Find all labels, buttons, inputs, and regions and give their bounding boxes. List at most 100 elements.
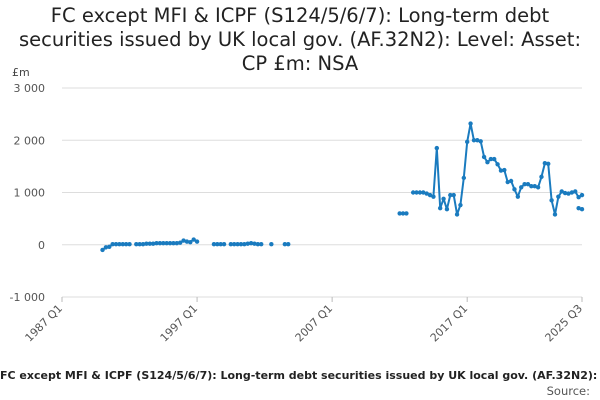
data-point [464,139,470,145]
data-point [495,162,500,167]
data-point [238,242,244,247]
data-point [546,161,551,166]
y-tick-label-1: 2 000 [14,134,46,147]
data-point [100,247,105,253]
data-point [215,242,220,247]
data-point [137,242,142,247]
data-point [424,191,429,196]
data-point [269,242,274,247]
y-tick-label-3: 0 [38,239,45,252]
data-point [525,181,531,187]
chart-title-line-3: CP £m: NSA [241,52,359,75]
data-point [502,167,507,173]
data-point [245,241,250,246]
data-point [127,242,132,247]
data-point [579,192,585,198]
data-point [255,242,261,247]
data-point [505,179,510,185]
data-point [228,242,234,247]
data-point [235,242,240,247]
data-point [559,189,564,194]
data-point [475,138,480,143]
data-point [232,242,237,247]
data-point [154,240,159,246]
data-point [492,156,497,162]
data-point [566,191,571,196]
data-point [579,207,585,212]
data-point [410,190,416,195]
data-point [478,139,483,144]
data-point [562,190,568,196]
data-point [147,241,152,246]
data-point [535,185,541,190]
data-point [134,242,139,247]
source-label: Source: [546,384,590,398]
data-point [417,190,423,195]
data-point [512,187,517,192]
y-tick-label-2: 1 000 [14,187,46,200]
data-point [522,181,527,187]
data-point [569,190,575,195]
data-point [437,205,443,211]
data-point [171,240,176,246]
y-axis-unit-label: £m [12,66,30,79]
data-point [576,195,581,200]
data-point [194,239,200,244]
data-point [286,242,291,247]
data-point [549,198,554,203]
data-point [434,145,440,151]
data-point [468,121,473,126]
data-point [508,178,514,184]
data-point [498,168,504,173]
data-point [259,242,264,247]
data-point [221,242,227,247]
data-point [471,138,477,143]
data-point [400,211,406,216]
chart-legend: FC except MFI & ICPF (S124/5/6/7): Long-… [0,369,600,382]
data-point [184,239,190,244]
data-point [515,194,521,199]
data-point [397,211,402,216]
data-point [248,240,254,246]
data-point [444,207,450,212]
data-point [211,242,217,247]
data-point [532,184,537,189]
data-point [144,241,149,246]
data-point [461,175,467,181]
data-point [150,241,156,246]
data-point [421,190,426,195]
data-point [282,242,288,247]
data-point [481,154,487,160]
data-point [107,244,112,250]
series-line-segment-7 [413,122,583,216]
data-point [188,239,193,245]
data-point [458,202,463,208]
data-point [427,192,433,198]
data-point [218,242,223,247]
data-point [454,212,460,217]
x-tick-label-3: 2017 Q1 [428,302,471,345]
x-tick-label-4: 2025 Q3 [543,302,586,345]
data-point [140,242,146,247]
data-point [576,205,581,211]
data-point [177,240,183,245]
y-tick-label-4: -1 000 [10,291,45,304]
x-tick-label-0: 1987 Q1 [23,302,66,345]
data-point [448,192,453,198]
y-tick-label-0: 3 000 [14,82,46,95]
data-point [529,184,534,189]
data-point [552,212,558,217]
data-point [556,194,561,199]
data-point [431,194,436,199]
legend-series-label: FC except MFI & ICPF (S124/5/6/7): Long-… [0,369,600,382]
data-point [414,190,419,195]
data-point [252,241,257,246]
x-tick-label-1: 1997 Q1 [158,302,201,345]
data-point [174,240,180,246]
data-point [404,211,409,216]
data-point [242,242,247,247]
data-point [539,174,544,180]
data-point [113,242,119,247]
data-point [519,185,524,190]
